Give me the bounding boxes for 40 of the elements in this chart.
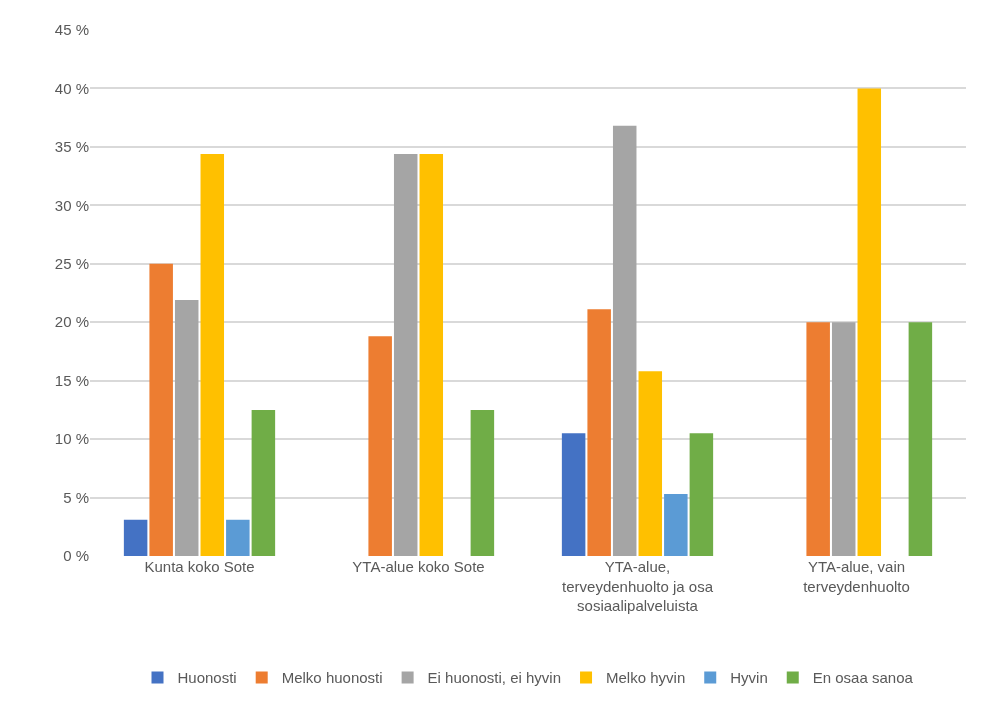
x-tick-label: Kunta koko Sote <box>144 558 255 575</box>
y-tick-label: 25 % <box>54 255 89 273</box>
bar <box>561 433 586 556</box>
bar <box>831 322 856 556</box>
x-tick-label: YTA-alue, terveydenhuolto ja osa sosiaalipalveluista <box>562 558 714 614</box>
legend-label: Melko hyvin <box>606 669 686 687</box>
y-tick-label: 10 % <box>54 430 89 448</box>
bar <box>638 371 663 556</box>
y-tick-label: 30 % <box>54 196 89 214</box>
legend-label: Hyvin <box>730 669 768 687</box>
y-tick-label: 20 % <box>54 313 89 331</box>
bar <box>470 409 495 556</box>
y-tick-label: 15 % <box>54 371 89 389</box>
bar <box>123 519 148 556</box>
bar <box>857 88 882 556</box>
bar <box>806 322 830 556</box>
bar <box>689 433 714 556</box>
bar <box>174 300 199 556</box>
x-tick-label: YTA-alue, vain terveydenhuolto <box>803 558 910 595</box>
y-tick-label: 40 % <box>54 79 89 97</box>
legend-label: Melko huonosti <box>281 669 383 687</box>
legend-label: Huonosti <box>177 669 237 687</box>
legend-label: Ei huonosti, ei hyvin <box>427 669 562 687</box>
bar <box>226 519 250 556</box>
bar <box>368 336 392 556</box>
y-tick-label: 35 % <box>54 138 89 156</box>
bar <box>612 125 637 556</box>
y-tick-label: 5 % <box>63 488 89 506</box>
y-tick-label: 0 % <box>63 547 89 565</box>
legend-label: En osaa sanoa <box>812 669 914 687</box>
bar <box>664 494 688 556</box>
bar <box>393 153 418 556</box>
y-tick-label: 45 % <box>54 21 89 39</box>
x-tick-label: YTA-alue koko Sote <box>352 558 485 575</box>
bar <box>149 263 173 556</box>
bar <box>200 153 225 556</box>
bar <box>419 153 444 556</box>
bar <box>587 309 611 556</box>
bar <box>251 409 276 556</box>
bar <box>908 322 933 556</box>
